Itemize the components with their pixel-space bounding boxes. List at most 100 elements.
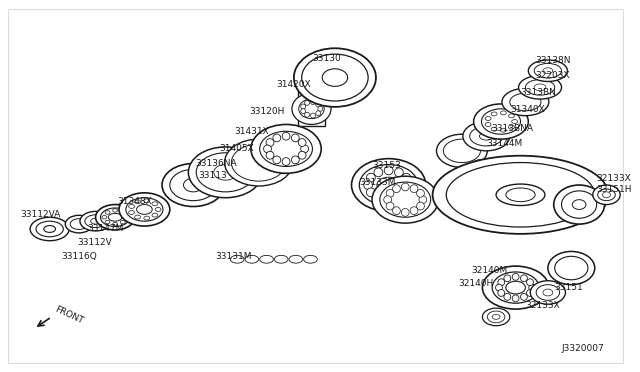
Circle shape [310,100,316,105]
Text: 3313BN: 3313BN [520,88,556,97]
Text: J3320007: J3320007 [561,344,604,353]
Ellipse shape [275,255,288,263]
Circle shape [273,156,281,164]
Circle shape [291,134,300,142]
Text: 33136NA: 33136NA [195,159,237,168]
Circle shape [305,100,310,105]
Circle shape [392,207,401,215]
Circle shape [410,185,418,193]
Text: 33147M: 33147M [87,224,123,234]
Circle shape [498,289,505,296]
Text: 33131M: 33131M [216,252,252,261]
Ellipse shape [30,217,69,241]
Circle shape [386,189,394,197]
Ellipse shape [162,164,225,206]
Circle shape [401,183,409,191]
Circle shape [367,173,375,182]
Circle shape [495,284,502,291]
Text: 32140H: 32140H [458,279,493,288]
Circle shape [394,168,403,177]
Text: 33138N: 33138N [535,57,571,65]
Ellipse shape [95,205,134,230]
Ellipse shape [292,93,331,125]
Ellipse shape [548,251,595,285]
Ellipse shape [433,156,609,234]
Circle shape [410,207,418,215]
Ellipse shape [188,147,262,198]
Circle shape [392,185,401,193]
Circle shape [282,132,290,140]
Ellipse shape [245,255,259,263]
Circle shape [273,134,281,142]
Circle shape [384,166,393,175]
Circle shape [301,104,306,109]
Ellipse shape [483,308,510,326]
Circle shape [402,188,411,197]
Circle shape [266,151,274,159]
Ellipse shape [531,281,566,304]
Text: 31420X: 31420X [276,80,311,89]
Circle shape [291,156,300,164]
Text: 33144M: 33144M [486,140,523,148]
Circle shape [305,112,310,117]
Circle shape [374,193,383,202]
Circle shape [310,113,316,118]
Ellipse shape [260,255,273,263]
Circle shape [417,202,424,210]
Text: 31340X: 31340X [511,105,545,114]
Circle shape [266,139,274,147]
Text: 33153: 33153 [372,161,401,170]
Circle shape [384,196,392,203]
Text: 32140M: 32140M [472,266,508,275]
Circle shape [504,275,511,282]
Ellipse shape [474,104,529,139]
Ellipse shape [529,60,568,81]
Text: 33133M: 33133M [359,177,396,187]
Text: 32133X: 32133X [596,174,632,183]
Ellipse shape [463,122,510,151]
Ellipse shape [230,255,244,263]
Ellipse shape [436,134,487,167]
Text: 33113: 33113 [198,171,227,180]
Circle shape [512,273,519,280]
Circle shape [298,151,306,159]
Ellipse shape [472,160,492,171]
Text: 33130: 33130 [313,54,342,62]
Text: 33151: 33151 [555,283,584,292]
Circle shape [504,294,511,300]
Ellipse shape [119,193,170,226]
Ellipse shape [372,176,438,223]
Ellipse shape [502,88,549,116]
Bar [298,89,325,126]
Ellipse shape [65,215,93,233]
Circle shape [318,106,323,111]
Circle shape [384,195,393,204]
Ellipse shape [289,255,303,263]
Circle shape [417,189,424,197]
Circle shape [301,145,308,153]
Text: 31348X: 31348X [117,197,152,206]
Circle shape [386,202,394,210]
Circle shape [316,111,321,116]
Text: 3313BNA: 3313BNA [492,124,533,133]
Text: FRONT: FRONT [54,304,85,326]
Text: 31405X: 31405X [220,144,254,153]
Ellipse shape [351,158,426,211]
Circle shape [264,145,271,153]
Circle shape [419,196,427,203]
Ellipse shape [593,185,620,205]
Circle shape [282,158,290,166]
Circle shape [298,139,306,147]
Circle shape [374,168,383,177]
Circle shape [520,275,527,282]
Ellipse shape [483,266,549,309]
Text: 32133X: 32133X [525,301,560,310]
Text: 31431X: 31431X [234,127,269,136]
Circle shape [401,208,409,216]
Text: 33151H: 33151H [596,185,632,195]
Text: 33112VA: 33112VA [20,210,61,219]
Circle shape [394,193,403,202]
Ellipse shape [554,185,605,224]
Ellipse shape [225,139,293,186]
Circle shape [402,173,411,182]
